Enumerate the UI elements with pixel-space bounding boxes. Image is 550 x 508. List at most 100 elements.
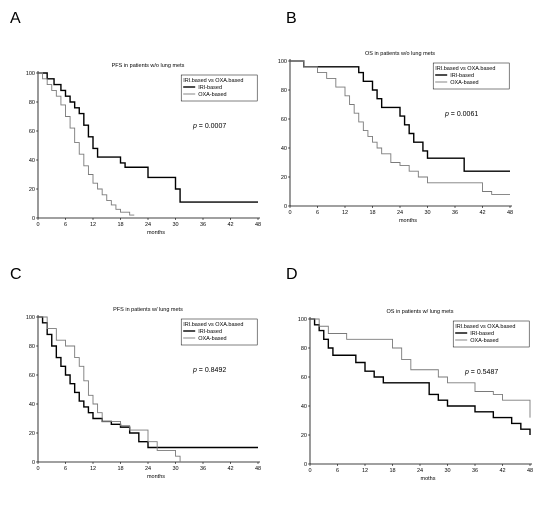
x-tick-label: 12 xyxy=(90,222,96,228)
y-tick-label: 0 xyxy=(32,216,35,222)
panel-letter-d: D xyxy=(286,266,298,283)
y-tick-label: 60 xyxy=(29,373,35,379)
x-tick-label: 6 xyxy=(316,210,319,216)
x-tick-label: 12 xyxy=(90,466,96,472)
legend-box xyxy=(180,74,258,102)
x-axis-label: moths xyxy=(421,476,436,482)
x-tick-label: 18 xyxy=(117,466,123,472)
p-value-symbol: p xyxy=(444,111,451,118)
km-chart-pfs-lung-mets: PFS in patients w/ lung mets020406080100… xyxy=(26,307,261,480)
survival-curve-iri-based xyxy=(38,316,258,449)
x-tick-label: 30 xyxy=(172,466,178,472)
legend-entry: OXA-based xyxy=(198,336,226,342)
y-tick-label: 100 xyxy=(26,71,35,77)
x-tick-label: 6 xyxy=(64,466,67,472)
km-chart-os-no-lung-mets: OS in patients w/o lung mets020406080100… xyxy=(278,51,513,224)
y-tick-label: 20 xyxy=(301,433,307,439)
p-value-number: = 0.5487 xyxy=(471,369,499,376)
y-tick-label: 40 xyxy=(281,146,287,152)
legend-entry: IRI-based xyxy=(198,329,222,335)
x-tick-label: 0 xyxy=(36,222,39,228)
y-tick-label: 100 xyxy=(26,315,35,321)
legend-entry: OXA-based xyxy=(470,338,498,344)
x-tick-label: 42 xyxy=(499,468,505,474)
x-tick-label: 18 xyxy=(389,468,395,474)
x-tick-label: 12 xyxy=(362,468,368,474)
survival-curve-oxa-based xyxy=(38,316,181,462)
km-chart-pfs-no-lung-mets: PFS in patients w/o lung mets02040608010… xyxy=(26,63,261,236)
p-value-symbol: p xyxy=(192,123,199,130)
x-tick-label: 6 xyxy=(336,468,339,474)
survival-curve-oxa-based xyxy=(310,318,531,418)
y-tick-label: 80 xyxy=(29,344,35,350)
y-tick-label: 80 xyxy=(301,346,307,352)
y-tick-label: 80 xyxy=(29,100,35,106)
legend-box xyxy=(432,62,510,90)
x-tick-label: 42 xyxy=(227,222,233,228)
y-tick-label: 40 xyxy=(29,402,35,408)
x-tick-label: 0 xyxy=(36,466,39,472)
y-tick-label: 100 xyxy=(278,59,287,65)
x-tick-label: 30 xyxy=(172,222,178,228)
p-value-annotation: p = 0.5487 xyxy=(464,369,498,376)
y-tick-label: 20 xyxy=(281,175,287,181)
panel-letter-b: B xyxy=(286,10,297,27)
x-tick-label: 24 xyxy=(145,222,151,228)
survival-curve-oxa-based xyxy=(290,60,510,195)
y-tick-label: 40 xyxy=(29,158,35,164)
panel-letter-a: A xyxy=(10,10,21,27)
p-value-annotation: p = 0.0007 xyxy=(192,123,226,130)
x-tick-label: 24 xyxy=(397,210,403,216)
x-tick-label: 36 xyxy=(200,222,206,228)
x-tick-label: 42 xyxy=(479,210,485,216)
y-tick-label: 0 xyxy=(32,460,35,466)
x-tick-label: 48 xyxy=(255,466,261,472)
chart-title: PFS in patients w/o lung mets xyxy=(112,63,185,69)
legend-entry: IRI-based xyxy=(470,331,494,337)
y-tick-label: 0 xyxy=(284,204,287,210)
x-tick-label: 36 xyxy=(452,210,458,216)
x-tick-label: 30 xyxy=(424,210,430,216)
km-chart-os-lung-mets: OS in patients w/ lung mets 0 20 40 60 80 100 0… xyxy=(298,309,533,482)
p-value-annotation: p = 0.0061 xyxy=(444,111,478,118)
chart-title: OS in patients w/o lung mets xyxy=(365,51,435,57)
survival-curve-iri-based xyxy=(38,72,258,203)
chart-title: OS in patients w/ lung mets xyxy=(387,309,454,315)
x-tick-label: 24 xyxy=(145,466,151,472)
x-tick-label: 36 xyxy=(472,468,478,474)
x-tick-label: 6 xyxy=(64,222,67,228)
p-value-symbol: p xyxy=(192,367,199,374)
legend-entry: OXA-based xyxy=(450,80,478,86)
legend-box xyxy=(452,320,530,348)
y-tick-label: 20 xyxy=(29,187,35,193)
x-tick-label: 48 xyxy=(255,222,261,228)
p-value-number: = 0.8492 xyxy=(199,367,227,374)
legend-title: IRI.based vs OXA.based xyxy=(435,66,495,72)
x-tick-label: 48 xyxy=(507,210,513,216)
p-value-number: = 0.0007 xyxy=(199,123,227,130)
x-axis-label: months xyxy=(147,474,165,480)
x-tick-label: 0 xyxy=(308,468,311,474)
x-tick-label: 48 xyxy=(527,468,533,474)
y-tick-label: 0 xyxy=(304,462,307,468)
survival-curve-iri-based xyxy=(290,60,510,172)
x-tick-label: 24 xyxy=(417,468,423,474)
x-tick-label: 36 xyxy=(200,466,206,472)
y-tick-label: 40 xyxy=(301,404,307,410)
y-tick-label: 20 xyxy=(29,431,35,437)
legend-entry: IRI-based xyxy=(450,73,474,79)
legend-title: IRI.based vs OXA.based xyxy=(183,78,243,84)
legend-entry: IRI-based xyxy=(198,85,222,91)
p-value-number: = 0.0061 xyxy=(451,111,479,118)
panel-letter-c: C xyxy=(10,266,22,283)
legend-title: IRI.based vs OXA.based xyxy=(183,322,243,328)
y-tick-label: 60 xyxy=(301,375,307,381)
y-tick-label: 80 xyxy=(281,88,287,94)
legend-title: IRI.based vs OXA.based xyxy=(455,324,515,330)
x-tick-label: 30 xyxy=(444,468,450,474)
x-tick-label: 18 xyxy=(369,210,375,216)
x-tick-label: 0 xyxy=(288,210,291,216)
p-value-annotation: p = 0.8492 xyxy=(192,367,226,374)
x-tick-label: 18 xyxy=(117,222,123,228)
chart-title: PFS in patients w/ lung mets xyxy=(113,307,183,313)
